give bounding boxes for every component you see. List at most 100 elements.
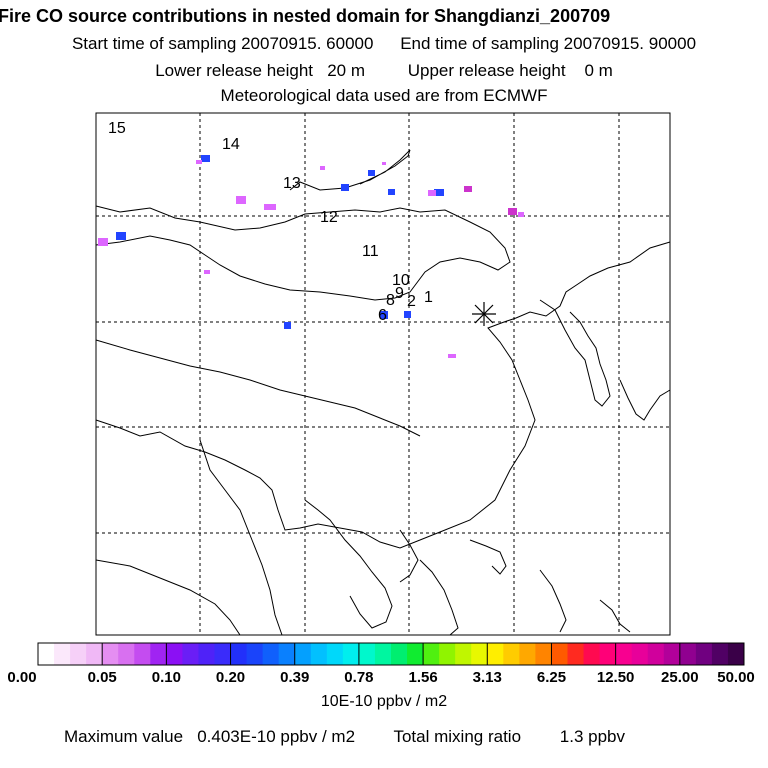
colorbar-segment xyxy=(214,643,232,665)
colorbar-segment xyxy=(246,643,264,665)
colorbar-segment xyxy=(423,643,440,665)
trajectory-label-13: 13 xyxy=(283,175,301,192)
colorbar-units: 10E-10 ppbv / m2 xyxy=(320,693,448,710)
fire-spot xyxy=(264,204,276,210)
colorbar-tick-label: 0.10 xyxy=(151,669,181,686)
colorbar-tick-label: 0.05 xyxy=(87,669,117,686)
colorbar-segment xyxy=(471,643,488,665)
colorbar-tick-label: 0.00 xyxy=(7,669,37,686)
colorbar-segment xyxy=(326,643,344,665)
start-time-value: 20070915. 60000 xyxy=(241,34,374,53)
max-value-label: Maximum value xyxy=(64,727,184,746)
colorbar-segment xyxy=(615,643,633,665)
colorbar-segment xyxy=(503,643,520,665)
colorbar-tick-label: 0.39 xyxy=(280,669,310,686)
trajectory-label-9: 9 xyxy=(395,285,404,302)
colorbar-segment xyxy=(519,643,536,665)
trajectory-labels: 15 14 13 12 11 10 9 8 2 1 6 xyxy=(108,120,433,324)
fire-spot xyxy=(448,354,456,358)
colorbar-segment xyxy=(374,643,392,665)
total-mixing-label: Total mixing ratio xyxy=(393,727,522,746)
colorbar-segment xyxy=(599,643,617,665)
colorbar-segment xyxy=(310,643,328,665)
colorbar-tick-label: 50.00 xyxy=(717,669,755,686)
colorbar-segment xyxy=(150,643,167,665)
colorbar-segment xyxy=(70,643,87,665)
colorbar-segment xyxy=(102,643,119,665)
colorbar-segment xyxy=(535,643,552,665)
colorbar-segment xyxy=(551,643,568,665)
colorbar-segment xyxy=(294,643,312,665)
fire-spot xyxy=(464,186,472,192)
colorbar-segment xyxy=(583,643,601,665)
release-height-line: Lower release height 20 m Upper release … xyxy=(0,61,768,81)
colorbar-segment xyxy=(198,643,215,665)
trajectory-label-2: 2 xyxy=(407,293,416,310)
trajectory-label-11: 11 xyxy=(362,243,379,260)
fire-spot xyxy=(428,190,436,196)
fire-spot xyxy=(518,212,524,217)
fire-spot xyxy=(284,322,291,329)
colorbar-segment xyxy=(663,643,681,665)
colorbar-segment xyxy=(54,643,71,665)
colorbar-segment xyxy=(86,643,103,665)
colorbar-segment xyxy=(695,643,713,665)
colorbar-tick-label: 12.50 xyxy=(596,669,635,686)
trajectory-label-8: 8 xyxy=(386,292,395,309)
colorbar-tick-label: 1.56 xyxy=(408,669,438,686)
fire-spot xyxy=(320,166,325,170)
colorbar-segment xyxy=(727,643,745,665)
station-asterisk-icon xyxy=(472,302,496,326)
fire-spot xyxy=(201,155,210,162)
trajectory-label-6: 6 xyxy=(378,307,387,324)
colorbar-tick-label: 0.20 xyxy=(215,669,246,686)
colorbar-tick-label: 0.78 xyxy=(344,669,374,686)
colorbar-segment xyxy=(407,643,424,665)
colorbar-segment xyxy=(166,643,183,665)
colorbar-frame xyxy=(37,642,745,666)
colorbar-segment xyxy=(487,643,504,665)
lower-height-value: 20 m xyxy=(327,61,365,80)
fire-spot xyxy=(404,311,411,318)
fire-spot xyxy=(236,196,246,204)
upper-height-label: Upper release height xyxy=(407,61,566,80)
map-frame xyxy=(95,112,671,636)
colorbar-segment xyxy=(631,643,649,665)
start-time-label: Start time of sampling xyxy=(71,34,237,53)
fire-spot xyxy=(388,189,395,195)
colorbar-tick-label: 3.13 xyxy=(472,669,502,686)
end-time-label: End time of sampling xyxy=(400,34,559,53)
colorbar-segment xyxy=(230,643,248,665)
colorbar-segment xyxy=(455,643,472,665)
fire-spot xyxy=(380,311,388,319)
colorbar-segment xyxy=(38,643,55,665)
coastlines-borders xyxy=(95,149,671,636)
fire-spot xyxy=(341,184,349,191)
colorbar-segment xyxy=(342,643,360,665)
fire-spot xyxy=(508,208,517,215)
colorbar-tick-label: 6.25 xyxy=(536,669,567,686)
colorbar-segment xyxy=(358,643,376,665)
colorbar xyxy=(37,642,745,666)
end-time-value: 20070915. 90000 xyxy=(563,34,697,53)
fire-spot xyxy=(204,270,210,274)
lower-height-label: Lower release height xyxy=(155,61,314,80)
fire-spot xyxy=(116,232,126,240)
total-mixing-value: 1.3 ppbv xyxy=(559,727,625,746)
colorbar-segment xyxy=(278,643,296,665)
colorbar-segment xyxy=(182,643,199,665)
colorbar-segment xyxy=(439,643,456,665)
footer-stats: Maximum value 0.403E-10 ppbv / m2 Total … xyxy=(64,727,625,747)
lat-lon-grid xyxy=(96,113,670,635)
colorbar-segment xyxy=(679,643,697,665)
fire-spot xyxy=(382,162,386,165)
colorbar-tick-label: 25.00 xyxy=(661,669,699,686)
colorbar-segment xyxy=(711,643,729,665)
colorbar-segment xyxy=(262,643,280,665)
fire-spot xyxy=(434,189,444,196)
max-value: 0.403E-10 ppbv / m2 xyxy=(197,727,356,746)
trajectory-label-12: 12 xyxy=(320,209,338,226)
trajectory-label-15: 15 xyxy=(108,120,126,137)
map-title: Fire CO source contributions in nested d… xyxy=(0,6,611,26)
